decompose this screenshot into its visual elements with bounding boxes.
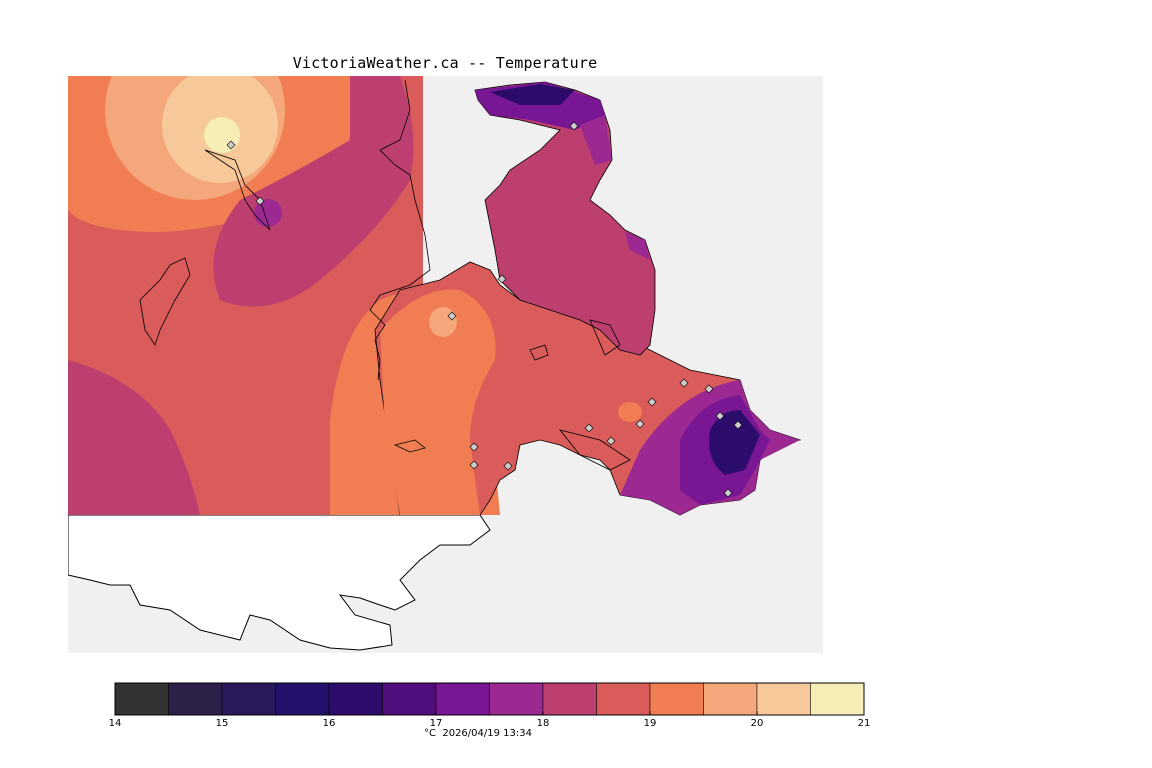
legend-bin — [221, 682, 276, 716]
legend-caption: °C 2026/04/19 13:34 — [424, 728, 532, 739]
legend-bin — [703, 682, 758, 716]
legend-tick-label: 14 — [109, 718, 122, 729]
legend-tick-label: 21 — [858, 718, 871, 729]
station-marker — [704, 384, 714, 394]
legend-bin — [328, 682, 383, 716]
station-marker — [497, 274, 507, 284]
coastline — [139, 79, 631, 471]
station-marker — [255, 196, 265, 206]
legend-bin — [596, 682, 651, 716]
station-marker — [715, 411, 725, 421]
station-marker — [469, 460, 479, 470]
legend-tick-label: 18 — [537, 718, 550, 729]
temperature-field-east — [374, 261, 802, 516]
legend-bin — [275, 682, 330, 716]
legend-bin — [382, 682, 437, 716]
legend-tick-label: 17 — [430, 718, 443, 729]
station-marker — [606, 436, 616, 446]
legend-bin — [435, 682, 490, 716]
station-marker — [584, 423, 594, 433]
legend-tick-label: 15 — [216, 718, 229, 729]
map-title: VictoriaWeather.ca -- Temperature — [292, 54, 598, 72]
legend-frame — [114, 682, 865, 716]
legend-bins — [114, 682, 865, 716]
temperature-field-northeast — [474, 81, 656, 356]
legend-bin — [114, 682, 169, 716]
station-marker — [679, 378, 689, 388]
legend-bin — [649, 682, 704, 716]
temperature-map — [68, 76, 823, 653]
legend-bin — [489, 682, 544, 716]
station-marker — [723, 488, 733, 498]
station-marker — [647, 397, 657, 407]
station-marker — [733, 420, 743, 430]
legend-ticks: 14 15 16 17 18 19 20 21 — [109, 711, 871, 729]
legend-tick-label: 19 — [644, 718, 657, 729]
legend-tick-label: 16 — [323, 718, 336, 729]
land-outside-coverage — [68, 514, 491, 651]
station-marker — [569, 121, 579, 131]
station-marker — [503, 461, 513, 471]
station-marker — [447, 311, 457, 321]
station-marker — [635, 419, 645, 429]
legend-tick-label: 20 — [751, 718, 764, 729]
legend-bin — [168, 682, 223, 716]
legend-bin — [810, 682, 865, 716]
legend-bin — [756, 682, 811, 716]
station-marker — [226, 140, 236, 150]
station-markers — [226, 121, 743, 498]
legend-bin — [542, 682, 597, 716]
station-marker — [469, 442, 479, 452]
